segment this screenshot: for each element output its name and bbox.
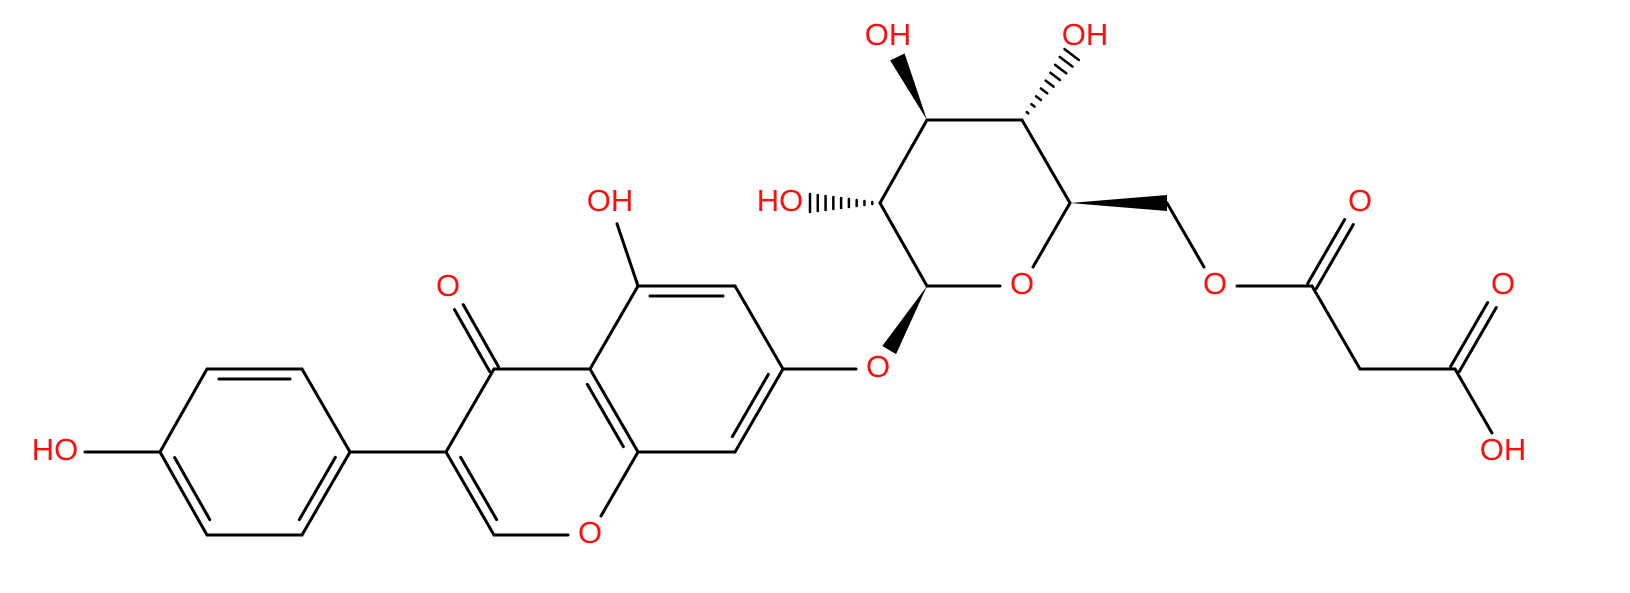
bond	[1063, 47, 1081, 62]
bond	[1165, 201, 1206, 269]
bond	[1025, 110, 1030, 115]
bond	[297, 455, 337, 522]
bond	[1034, 95, 1043, 102]
bond	[300, 367, 352, 454]
bond	[733, 367, 785, 454]
bond	[1020, 118, 1072, 205]
bond	[1058, 55, 1074, 68]
atom-label: O	[1348, 183, 1372, 218]
atom-label: OH	[1480, 432, 1527, 467]
bond	[1457, 306, 1498, 374]
bond	[300, 450, 352, 537]
bond	[1030, 102, 1036, 108]
atom-label: O	[1010, 266, 1034, 301]
wedge-bond	[890, 53, 927, 120]
bond	[1031, 201, 1072, 269]
bond	[173, 456, 212, 522]
bond	[878, 201, 929, 288]
bond	[1314, 223, 1355, 291]
bond	[461, 303, 500, 369]
bond	[588, 284, 640, 371]
atom-label: O	[1203, 266, 1227, 301]
bond	[1310, 284, 1362, 371]
atom-label: O	[578, 515, 602, 550]
bond	[158, 450, 209, 537]
bond	[1449, 301, 1490, 368]
atom-label: HO	[757, 183, 804, 218]
bond	[599, 450, 640, 518]
bond	[730, 372, 770, 439]
bond	[459, 455, 499, 522]
bond	[733, 284, 785, 371]
atom-label: O	[436, 268, 460, 303]
atom-label: OH	[1062, 17, 1109, 52]
bond	[588, 367, 640, 454]
bond	[444, 450, 496, 537]
bond	[878, 118, 929, 205]
atom-label: OH	[865, 17, 912, 52]
bond	[1044, 79, 1055, 88]
bond	[158, 367, 209, 454]
bond	[1039, 87, 1049, 95]
bond	[585, 382, 625, 449]
bond	[1453, 367, 1494, 435]
atom-label: O	[866, 349, 890, 384]
bond	[1049, 71, 1062, 82]
bond	[1053, 63, 1068, 75]
wedge-bond	[1070, 195, 1167, 211]
wedge-bond	[882, 286, 927, 355]
bond	[1306, 218, 1347, 285]
bond	[444, 367, 496, 454]
bond	[453, 308, 492, 373]
bond	[615, 222, 640, 288]
atom-label: OH	[587, 183, 634, 218]
atom-label: O	[1491, 266, 1515, 301]
atom-label: HO	[32, 432, 79, 467]
